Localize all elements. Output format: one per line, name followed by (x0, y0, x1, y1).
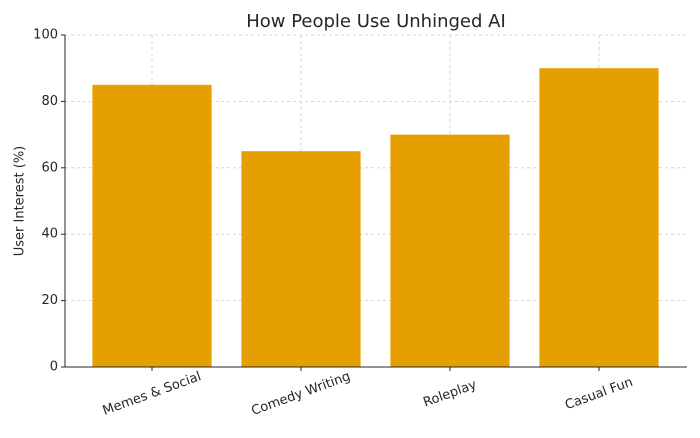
bar (539, 68, 659, 367)
x-tick-label: Comedy Writing (249, 369, 352, 419)
y-tick-label: 60 (41, 160, 58, 175)
y-tick-label: 80 (41, 94, 58, 109)
chart-title: How People Use Unhinged AI (246, 11, 506, 32)
y-tick-label: 40 (41, 227, 58, 242)
x-tick-label: Roleplay (421, 377, 479, 410)
bar (92, 84, 212, 368)
y-axis-label: User Interest (%) (13, 146, 28, 257)
y-tick-label: 20 (41, 293, 58, 308)
x-tick-label: Casual Fun (563, 375, 635, 413)
bar (390, 134, 510, 367)
bar (241, 151, 361, 367)
y-tick-label: 100 (33, 28, 58, 43)
x-tick-label: Memes & Social (101, 369, 203, 419)
y-tick-label: 0 (50, 360, 58, 375)
